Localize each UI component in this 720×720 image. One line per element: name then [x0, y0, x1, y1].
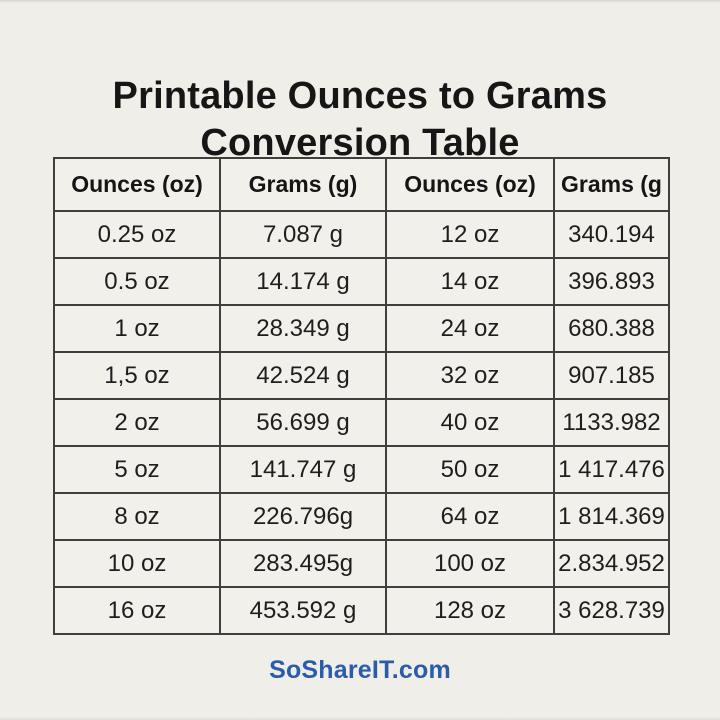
table-row: 0.5 oz 14.174 g 14 oz 396.893: [53, 257, 670, 306]
table-row: 5 oz 141.747 g 50 oz 1 417.476: [53, 445, 670, 494]
table-cell: 12 oz: [385, 210, 555, 259]
table-row: 1 oz 28.349 g 24 oz 680.388: [53, 304, 670, 353]
table-cell: 56.699 g: [219, 398, 387, 447]
top-edge-artifact: [0, 0, 720, 3]
table-body: 0.25 oz 7.087 g 12 oz 340.194 0.5 oz 14.174 g…: [53, 210, 670, 635]
header-row: Ounces (oz) Grams (g) Ounces (oz) Grams (g: [53, 157, 670, 212]
table-cell: 453.592 g: [219, 586, 387, 635]
bottom-edge-artifact: [0, 717, 720, 720]
table-cell: 16 oz: [53, 586, 221, 635]
table-cell: 24 oz: [385, 304, 555, 353]
table-cell: 0.5 oz: [53, 257, 221, 306]
table-row: 0.25 oz 7.087 g 12 oz 340.194: [53, 210, 670, 259]
table-cell: 283.495g: [219, 539, 387, 588]
table-cell: 1 417.476: [553, 445, 670, 494]
table-cell: 1 oz: [53, 304, 221, 353]
table-cell: 50 oz: [385, 445, 555, 494]
table-row: 10 oz 283.495g 100 oz 2.834.952: [53, 539, 670, 588]
conversion-table: Ounces (oz) Grams (g) Ounces (oz) Grams (g …: [53, 157, 670, 635]
table-cell: 1 814.369: [553, 492, 670, 541]
table-cell: 396.893: [553, 257, 670, 306]
table-cell: 907.185: [553, 351, 670, 400]
table-cell: 141.747 g: [219, 445, 387, 494]
page-title-line1: Printable Ounces to Grams: [112, 75, 608, 118]
table-cell: 2 oz: [53, 398, 221, 447]
table-cell: 128 oz: [385, 586, 555, 635]
column-header: Grams (g: [553, 157, 670, 212]
table-row: 16 oz 453.592 g 128 oz 3 628.739: [53, 586, 670, 635]
table-cell: 42.524 g: [219, 351, 387, 400]
table-row: 8 oz 226.796g 64 oz 1 814.369: [53, 492, 670, 541]
table-cell: 1,5 oz: [53, 351, 221, 400]
table-cell: 28.349 g: [219, 304, 387, 353]
table-cell: 0.25 oz: [53, 210, 221, 259]
table-row: 2 oz 56.699 g 40 oz 1133.982: [53, 398, 670, 447]
table-cell: 226.796g: [219, 492, 387, 541]
table-cell: 8 oz: [53, 492, 221, 541]
footer-website-link[interactable]: SoShareIT.com: [269, 656, 451, 684]
table-cell: 32 oz: [385, 351, 555, 400]
table-head: Ounces (oz) Grams (g) Ounces (oz) Grams (g: [53, 157, 670, 212]
table-cell: 1133.982: [553, 398, 670, 447]
table-cell: 40 oz: [385, 398, 555, 447]
table-cell: 680.388: [553, 304, 670, 353]
table-cell: 2.834.952: [553, 539, 670, 588]
table-cell: 5 oz: [53, 445, 221, 494]
table-cell: 3 628.739: [553, 586, 670, 635]
table-cell: 64 oz: [385, 492, 555, 541]
column-header: Grams (g): [219, 157, 387, 212]
table-row: 1,5 oz 42.524 g 32 oz 907.185: [53, 351, 670, 400]
table-cell: 14.174 g: [219, 257, 387, 306]
column-header: Ounces (oz): [53, 157, 221, 212]
table-cell: 14 oz: [385, 257, 555, 306]
column-header: Ounces (oz): [385, 157, 555, 212]
footer: SoShareIT.com: [0, 656, 720, 685]
table-cell: 10 oz: [53, 539, 221, 588]
table-cell: 100 oz: [385, 539, 555, 588]
table-cell: 7.087 g: [219, 210, 387, 259]
table-cell: 340.194: [553, 210, 670, 259]
page-title: Printable Ounces to Grams Conversion Tab…: [0, 73, 720, 167]
conversion-table-container: Ounces (oz) Grams (g) Ounces (oz) Grams (g …: [53, 157, 670, 635]
